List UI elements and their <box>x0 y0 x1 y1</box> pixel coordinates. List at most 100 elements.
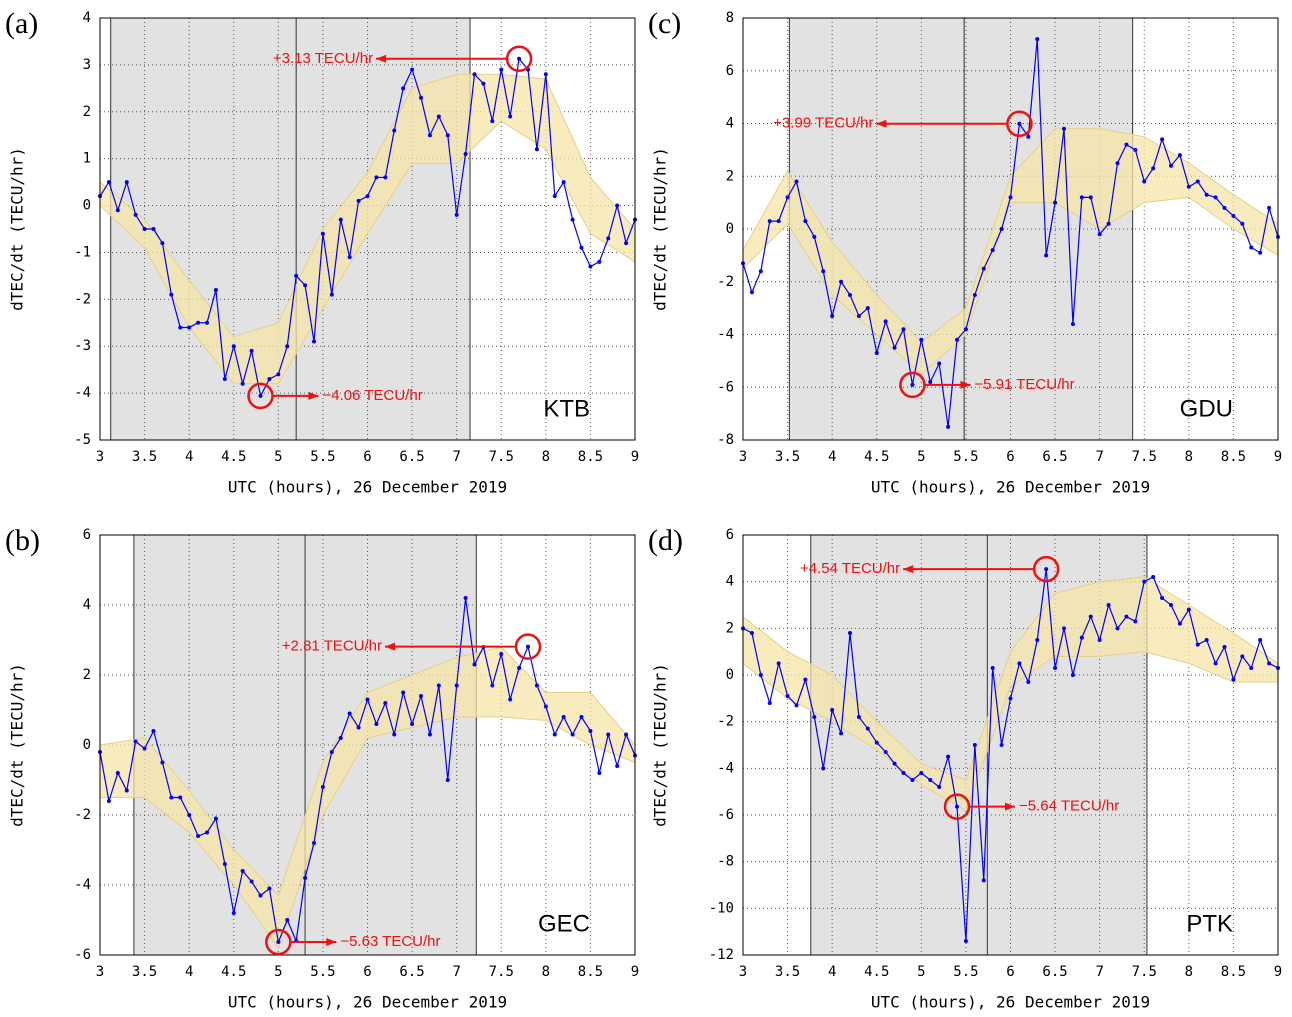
highlight-circle <box>265 928 292 956</box>
data-point <box>981 878 986 883</box>
data-point <box>401 690 406 695</box>
x-tick-label: 3.5 <box>132 964 157 980</box>
y-axis-title: dTEC/dt (TECU/hr) <box>8 663 27 827</box>
data-point <box>830 314 835 319</box>
data-point <box>1195 179 1200 184</box>
data-point <box>258 393 263 398</box>
y-tick-label: 0 <box>726 667 734 683</box>
panel-label: (a) <box>5 7 38 40</box>
data-point <box>892 761 897 766</box>
data-point <box>839 279 844 284</box>
shaded-interval <box>110 17 471 441</box>
y-tick-label: -6 <box>717 379 734 395</box>
data-point <box>1186 184 1191 189</box>
highlight-circle <box>514 633 542 660</box>
data-point <box>187 813 192 817</box>
x-tick-label: 6 <box>363 964 371 980</box>
data-point <box>901 771 906 775</box>
data-point <box>615 203 620 208</box>
data-point <box>1204 192 1209 197</box>
data-point <box>231 344 236 349</box>
data-point <box>338 736 343 740</box>
data-point <box>812 715 817 719</box>
data-point <box>463 596 468 600</box>
x-tick-label: 7 <box>1095 964 1103 980</box>
highlight-circle <box>247 382 274 410</box>
data-point <box>436 114 441 119</box>
highlight-circle <box>899 371 926 399</box>
data-point <box>356 725 361 730</box>
data-point <box>606 732 611 737</box>
arrow-head <box>1005 802 1015 811</box>
data-point <box>821 766 826 771</box>
data-point <box>276 372 281 377</box>
x-tick-label: 8 <box>542 964 550 980</box>
data-point <box>419 694 423 698</box>
y-tick-label: 2 <box>726 620 734 636</box>
data-point <box>794 179 799 184</box>
data-point <box>946 754 951 759</box>
data-point <box>1062 626 1066 631</box>
data-point <box>1053 666 1058 670</box>
x-tick-label: 3.5 <box>132 449 157 465</box>
panel: 3 3.5 4 4.5 5 5.5 6 6.5 7 7.5 8 8.5 9 -12 -10 -8 -6 -4 -2 0… <box>648 524 1282 1012</box>
x-tick-label: 6.5 <box>399 449 424 465</box>
highlight-circle <box>505 45 533 73</box>
x-tick-label: 8 <box>1185 964 1193 980</box>
x-tick-label: 6 <box>1006 449 1014 465</box>
data-point <box>1133 147 1138 152</box>
data-point <box>142 746 147 751</box>
data-point <box>213 287 218 292</box>
data-point <box>901 327 906 332</box>
data-point <box>249 879 254 884</box>
data-point <box>1213 661 1218 666</box>
data-point <box>526 644 530 649</box>
data-point <box>392 128 397 133</box>
data-point <box>240 869 245 873</box>
x-tick-label: 4.5 <box>864 964 889 980</box>
data-point <box>1258 250 1263 255</box>
y-tick-label: 0 <box>83 737 91 753</box>
data-point <box>178 325 183 330</box>
x-tick-label: 7.5 <box>489 964 514 980</box>
y-tick-label: -10 <box>709 900 734 916</box>
data-point <box>963 939 968 943</box>
data-point <box>883 319 888 324</box>
data-point <box>1160 596 1165 600</box>
y-tick-label: -6 <box>74 947 91 963</box>
data-point <box>972 743 977 747</box>
data-point <box>1258 638 1263 642</box>
highlight-circle <box>943 793 971 820</box>
data-point <box>767 219 772 224</box>
data-point <box>419 95 423 100</box>
x-tick-label: 4.5 <box>864 449 889 465</box>
data-point <box>874 740 879 745</box>
y-axis-title: dTEC/dt (TECU/hr) <box>8 147 27 311</box>
panel: 3 3.5 4 4.5 5 5.5 6 6.5 7 7.5 8 8.5 9 -5 -4 -3 -2 -1 0 1 2 3 4… <box>5 7 639 497</box>
data-point <box>249 348 254 353</box>
data-point <box>303 283 308 288</box>
y-tick-label: 1 <box>83 151 91 167</box>
data-point <box>1267 205 1272 210</box>
data-point <box>499 652 504 656</box>
data-point <box>1195 642 1200 647</box>
y-tick-label: 3 <box>83 57 91 73</box>
data-point <box>937 361 942 366</box>
x-tick-label: 5 <box>274 964 282 980</box>
data-point <box>106 799 111 803</box>
x-tick-label: 6.5 <box>1042 449 1067 465</box>
data-point <box>1204 638 1209 642</box>
data-point <box>329 750 334 754</box>
data-point <box>213 816 218 821</box>
data-point <box>508 697 513 702</box>
x-tick-label: 5 <box>917 964 925 980</box>
data-point <box>1026 680 1031 684</box>
data-point <box>187 325 192 330</box>
data-point <box>401 86 406 91</box>
y-tick-label: -2 <box>717 714 734 730</box>
x-tick-label: 6.5 <box>1042 964 1067 980</box>
data-point <box>606 236 611 241</box>
data-point <box>1267 661 1272 666</box>
data-point <box>561 715 566 719</box>
data-point <box>365 697 370 702</box>
